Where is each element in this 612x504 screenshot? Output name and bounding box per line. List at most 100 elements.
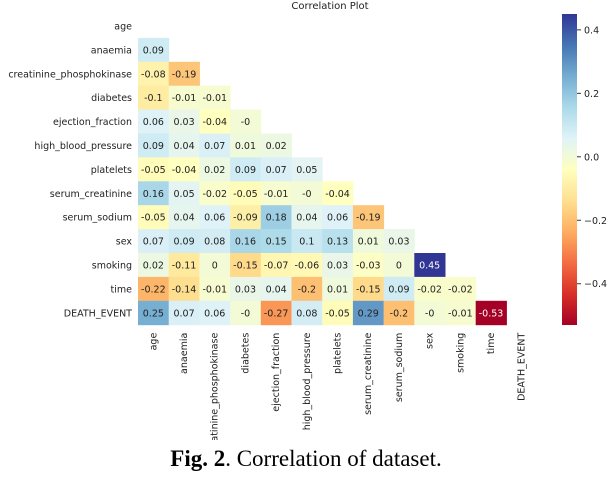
cell-value-label: 0.04 (173, 213, 194, 224)
heatmap-cell (291, 229, 323, 254)
correlation-heatmap: Correlation Plot age age anaemia anaemia crea… (8, 1, 607, 440)
x-tick-label: time (486, 333, 497, 355)
heatmap-cell (260, 157, 292, 182)
cell-value-label: 0.18 (266, 213, 287, 224)
cell-value-label: -0.01 (172, 93, 197, 104)
cell-value-label: -0.02 (417, 284, 442, 295)
heatmap-cell (322, 276, 354, 302)
heatmap-cell (199, 85, 231, 111)
cell-value-label: 0.03 (235, 284, 256, 295)
cell-value-label: -0.01 (202, 93, 227, 104)
heatmap-cell (230, 229, 262, 254)
heatmap-cell (291, 181, 323, 206)
cell-value-label: 0.02 (204, 165, 225, 176)
cell-value-label: 0.04 (266, 284, 287, 295)
cell-value-label: -0 (241, 117, 250, 128)
cell-value-label: 0.01 (327, 284, 348, 295)
y-tick-label: high_blood_pressure (34, 141, 132, 152)
colorbar (562, 14, 577, 325)
caption-label: Fig. 2 (170, 446, 226, 471)
cell-value-label: 0.03 (388, 237, 409, 248)
heatmap-cell (260, 181, 292, 206)
heatmap-cell (199, 205, 231, 230)
heatmap-cell (291, 253, 323, 278)
x-tick-label: diabetes (240, 333, 251, 374)
cell-value-label: -0.05 (141, 165, 166, 176)
colorbar-tick-label: 0.2 (584, 89, 599, 100)
heatmap-cell (322, 300, 354, 326)
cell-value-label: -0.19 (356, 213, 381, 224)
chart-title: Correlation Plot (291, 1, 368, 12)
heatmap-cell (230, 109, 262, 134)
heatmap-cell (230, 253, 262, 278)
cell-value-label: -0.05 (141, 213, 166, 224)
cell-value-label: 0.05 (173, 189, 194, 200)
heatmap-cell (352, 253, 385, 278)
heatmap-cell (168, 61, 200, 87)
heatmap-cell (168, 157, 200, 182)
cell-value-label: -0.06 (295, 260, 320, 271)
heatmap-cell (138, 37, 170, 63)
heatmap-cell (138, 61, 170, 87)
y-tick-label: time (111, 284, 133, 295)
heatmap-cell (168, 229, 200, 254)
x-tick-label: serum_sodium (394, 333, 405, 402)
y-tick-label: age (114, 21, 132, 32)
heatmap-cell (230, 133, 262, 158)
heatmap-cell (168, 276, 200, 302)
cell-value-label: -0.19 (172, 69, 197, 80)
x-tick-label: serum_creatinine (363, 333, 374, 415)
heatmap-cell (383, 276, 415, 302)
heatmap-cell (445, 300, 477, 326)
colorbar-tick-label: −0.2 (584, 216, 607, 227)
cell-value-label: 0.04 (296, 213, 317, 224)
cell-value-label: 0.13 (327, 237, 348, 248)
heatmap-cell (260, 205, 292, 230)
heatmap-cell (383, 253, 415, 278)
heatmap-cell (138, 229, 170, 254)
y-tick-label: DEATH_EVENT (64, 308, 132, 319)
heatmap-cell (475, 300, 507, 326)
x-tick-label: smoking (455, 333, 466, 373)
cell-value-label: -0.2 (390, 308, 409, 319)
heatmap-cell (138, 157, 170, 182)
cell-value-label: -0.04 (172, 165, 197, 176)
cell-value-label: 0.04 (173, 141, 194, 152)
cell-value-label: 0.07 (173, 308, 194, 319)
cell-value-label: 0.06 (204, 308, 225, 319)
heatmap-cell (168, 253, 200, 278)
x-tick-label: anaemia (179, 333, 190, 374)
cell-value-label: -0.03 (356, 260, 381, 271)
colorbar-tick-label: −0.4 (584, 279, 607, 290)
x-tick-label: creatinine_phosphokinase (210, 333, 221, 440)
cell-value-label: -0.05 (325, 308, 350, 319)
heatmap-cell (230, 205, 262, 230)
cell-value-label: 0.1 (299, 237, 314, 248)
cell-value-label: -0.14 (172, 284, 197, 295)
heatmap-cell (138, 205, 170, 230)
y-tick-label: creatinine_phosphokinase (8, 69, 132, 80)
heatmap-cell (138, 276, 170, 302)
heatmap-cell (230, 157, 262, 182)
heatmap-cell (138, 253, 170, 278)
heatmap-cell (199, 157, 231, 182)
cell-value-label: 0.02 (143, 260, 164, 271)
x-tick-label: age (148, 333, 159, 351)
cell-value-label: 0.02 (266, 141, 287, 152)
heatmap-cell (322, 205, 354, 230)
y-tick-label: diabetes (91, 93, 132, 104)
cell-value-label: 0.15 (266, 237, 287, 248)
cell-value-label: 0.29 (358, 308, 379, 319)
cell-value-label: 0.07 (266, 165, 287, 176)
cell-value-label: 0 (212, 260, 218, 271)
heatmap-cell (199, 253, 231, 278)
y-tick-label: platelets (91, 165, 132, 176)
cell-value-label: -0.15 (356, 284, 381, 295)
cell-value-label: 0.09 (143, 141, 164, 152)
cell-value-label: 0.09 (235, 165, 256, 176)
cell-value-label: -0.08 (141, 69, 166, 80)
heatmap-cell (322, 253, 354, 278)
heatmap-cell (291, 300, 323, 326)
cell-value-label: -0 (241, 308, 250, 319)
heatmap-cell (138, 109, 170, 134)
